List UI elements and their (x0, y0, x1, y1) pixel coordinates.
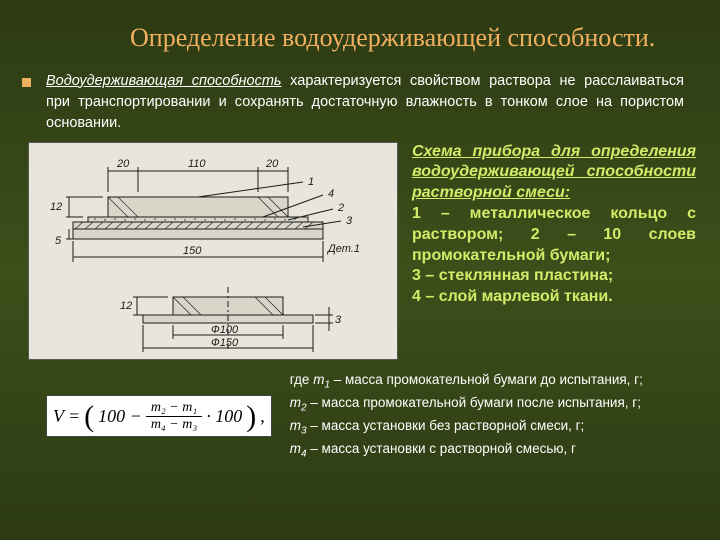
bullet-icon (22, 78, 31, 87)
svg-text:150: 150 (183, 245, 202, 257)
formula-V: V (53, 406, 64, 427)
device-diagram: 20 110 20 12 5 150 1 4 2 3 Дет.1 (28, 142, 398, 360)
paren-close: ) (246, 400, 256, 434)
svg-text:20: 20 (265, 158, 279, 170)
svg-text:5: 5 (55, 235, 62, 247)
fraction: m₂ − m₁ m₄ − m₃ (146, 400, 202, 433)
legend-line-3: 4 – слой марлевой ткани. (412, 288, 613, 305)
svg-text:4: 4 (328, 188, 334, 200)
intro-lead: Водоудерживающая способность (46, 73, 282, 89)
legend-line-2: 3 – стеклянная пластина; (412, 267, 613, 284)
diagram-legend: Схема прибора для определения водоудержи… (412, 142, 696, 360)
fraction-num: m₂ − m₁ (146, 400, 202, 417)
formula-comma: , (260, 406, 265, 427)
where-prefix: где (290, 372, 313, 387)
svg-text:20: 20 (116, 158, 130, 170)
svg-text:Ф150: Ф150 (211, 337, 239, 349)
formula-eq: = (68, 406, 80, 427)
svg-text:2: 2 (337, 202, 344, 214)
legend-title: Схема прибора для определения водоудержи… (412, 143, 696, 202)
svg-text:Ф100: Ф100 (211, 324, 239, 336)
fraction-den: m₄ − m₃ (146, 417, 202, 433)
legend-line-1: 1 – металлическое кольцо с раствором; 2 … (412, 205, 696, 264)
svg-text:3: 3 (335, 314, 342, 326)
formula-mult: · 100 (206, 406, 242, 427)
svg-text:110: 110 (188, 158, 206, 170)
variable-definitions: где m1 – масса промокательной бумаги до … (290, 370, 643, 463)
svg-text:12: 12 (50, 201, 62, 213)
svg-text:12: 12 (120, 300, 132, 312)
svg-text:1: 1 (308, 176, 314, 188)
formula-100: 100 − (98, 406, 142, 427)
svg-text:3: 3 (346, 215, 353, 227)
slide-title: Определение водоудерживающей способности… (0, 0, 720, 65)
formula-box: V = ( 100 − m₂ − m₁ m₄ − m₃ · 100 ) , (46, 395, 272, 437)
intro-paragraph: Водоудерживающая способность характеризу… (0, 65, 720, 142)
paren-open: ( (84, 400, 94, 434)
svg-text:Дет.1: Дет.1 (326, 243, 360, 255)
